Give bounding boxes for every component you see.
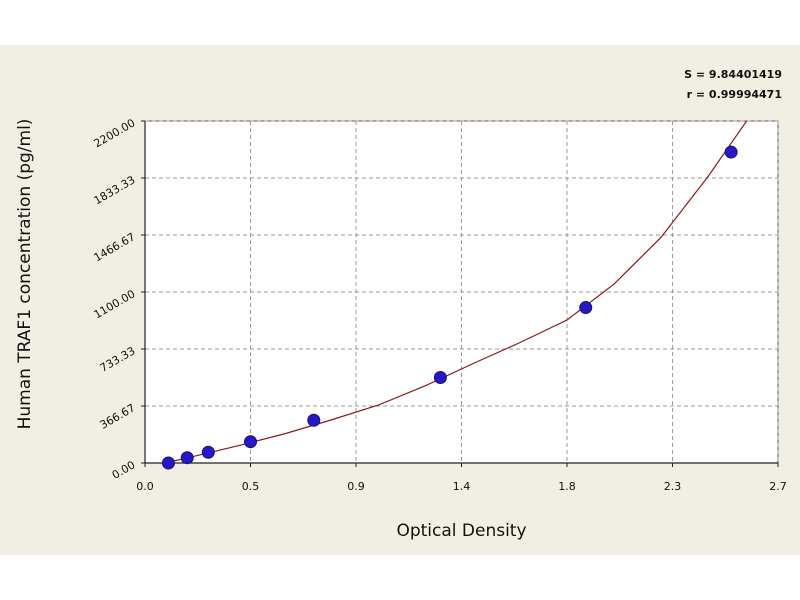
y-axis-title: Human TRAF1 concentration (pg/ml) [15, 119, 35, 430]
x-tick-label: 1.8 [558, 480, 576, 493]
stat-s-value: S = 9.84401419 [684, 68, 782, 81]
x-tick-label: 1.4 [453, 480, 471, 493]
data-point [433, 371, 447, 384]
x-tick-label: 2.7 [769, 480, 787, 493]
stat-r-value: r = 0.99994471 [687, 88, 782, 101]
data-point [201, 445, 215, 459]
data-points [161, 145, 738, 470]
data-point [180, 451, 194, 465]
x-axis-title: Optical Density [396, 521, 526, 541]
axes [141, 120, 779, 467]
grid-lines [145, 120, 779, 463]
x-tick-label: 0.0 [136, 480, 154, 493]
x-tick-label: 2.3 [664, 480, 682, 493]
data-point [244, 435, 257, 449]
data-point [724, 145, 738, 159]
x-tick-label: 0.9 [347, 480, 365, 493]
data-point [579, 301, 593, 315]
data-point [161, 456, 175, 470]
data-point [307, 413, 321, 427]
x-tick-label: 0.5 [242, 480, 260, 493]
